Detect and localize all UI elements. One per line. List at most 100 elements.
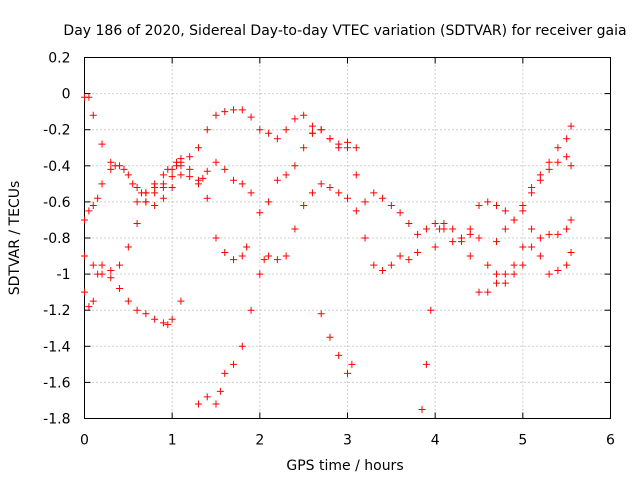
data-point	[440, 220, 448, 228]
data-point	[85, 303, 93, 311]
data-point	[361, 198, 369, 206]
data-point	[273, 176, 281, 184]
data-point	[291, 162, 299, 170]
data-point	[164, 321, 172, 329]
data-point	[545, 230, 553, 238]
data-point	[260, 256, 268, 264]
data-point	[536, 252, 544, 260]
data-point	[326, 183, 334, 191]
data-point	[484, 261, 492, 269]
data-point	[142, 198, 150, 206]
data-point	[94, 194, 102, 202]
data-point	[308, 189, 316, 197]
data-point	[124, 171, 132, 179]
axis-ticks	[84, 57, 611, 419]
data-point	[81, 252, 88, 260]
data-point	[370, 261, 378, 269]
data-point	[81, 288, 88, 296]
data-point	[230, 256, 238, 264]
data-point	[501, 225, 509, 233]
data-point	[335, 140, 343, 148]
data-point	[107, 266, 115, 274]
data-point	[142, 310, 150, 318]
data-point	[519, 207, 527, 215]
data-point	[133, 306, 141, 314]
data-point	[203, 194, 211, 202]
data-point	[414, 248, 422, 256]
data-point	[89, 202, 97, 210]
data-point	[449, 238, 457, 246]
data-point	[159, 194, 167, 202]
data-point	[335, 351, 343, 359]
data-point	[501, 207, 509, 215]
data-point	[326, 333, 334, 341]
data-point	[221, 248, 229, 256]
data-point	[493, 270, 501, 278]
data-point	[387, 202, 395, 210]
x-tick-label: 6	[606, 433, 615, 449]
data-point	[466, 252, 474, 260]
data-point	[247, 306, 255, 314]
data-point	[554, 266, 562, 274]
data-point	[151, 202, 159, 210]
data-point	[94, 270, 102, 278]
data-point	[98, 261, 106, 269]
data-point	[567, 248, 575, 256]
data-point	[194, 180, 202, 188]
data-point	[124, 297, 132, 305]
data-point	[545, 270, 553, 278]
data-point	[528, 189, 536, 197]
data-point	[501, 270, 509, 278]
data-point	[563, 225, 571, 233]
data-point	[554, 144, 562, 152]
data-point	[177, 158, 185, 166]
data-point	[493, 238, 501, 246]
data-point	[151, 180, 159, 188]
data-point	[519, 243, 527, 251]
data-point	[194, 144, 202, 152]
x-tick-label: 0	[80, 433, 89, 449]
data-point	[238, 342, 246, 350]
data-point	[418, 405, 426, 413]
data-point	[98, 180, 106, 188]
data-point	[81, 216, 88, 224]
data-point	[282, 252, 290, 260]
data-point	[457, 238, 465, 246]
x-tick-label: 3	[343, 433, 352, 449]
data-point	[352, 171, 360, 179]
data-point	[449, 225, 457, 233]
data-point	[85, 93, 93, 101]
data-point	[308, 122, 316, 130]
y-tick-label: -0.2	[43, 123, 70, 139]
data-point	[493, 202, 501, 210]
data-point	[282, 171, 290, 179]
y-tick-label: -1.4	[43, 339, 70, 355]
data-point	[291, 115, 299, 123]
data-point	[107, 274, 115, 282]
y-tick-label: -1	[57, 267, 71, 283]
data-point	[238, 106, 246, 114]
x-tick-label: 1	[168, 433, 177, 449]
data-point	[567, 122, 575, 130]
data-point	[405, 256, 413, 264]
data-point	[142, 189, 150, 197]
x-tick-label: 4	[431, 433, 440, 449]
data-point	[317, 180, 325, 188]
data-point	[133, 220, 141, 228]
data-point	[484, 288, 492, 296]
data-point	[177, 171, 185, 179]
data-point	[396, 209, 404, 217]
data-point	[554, 230, 562, 238]
data-point	[168, 315, 176, 323]
data-point	[545, 165, 553, 173]
data-point	[186, 165, 194, 173]
x-tick-label: 2	[255, 433, 264, 449]
data-point	[352, 207, 360, 215]
y-tick-label: -0.4	[43, 159, 70, 175]
data-point	[186, 173, 194, 181]
data-point	[203, 126, 211, 134]
data-point	[396, 252, 404, 260]
data-point	[422, 360, 430, 368]
data-point	[291, 225, 299, 233]
